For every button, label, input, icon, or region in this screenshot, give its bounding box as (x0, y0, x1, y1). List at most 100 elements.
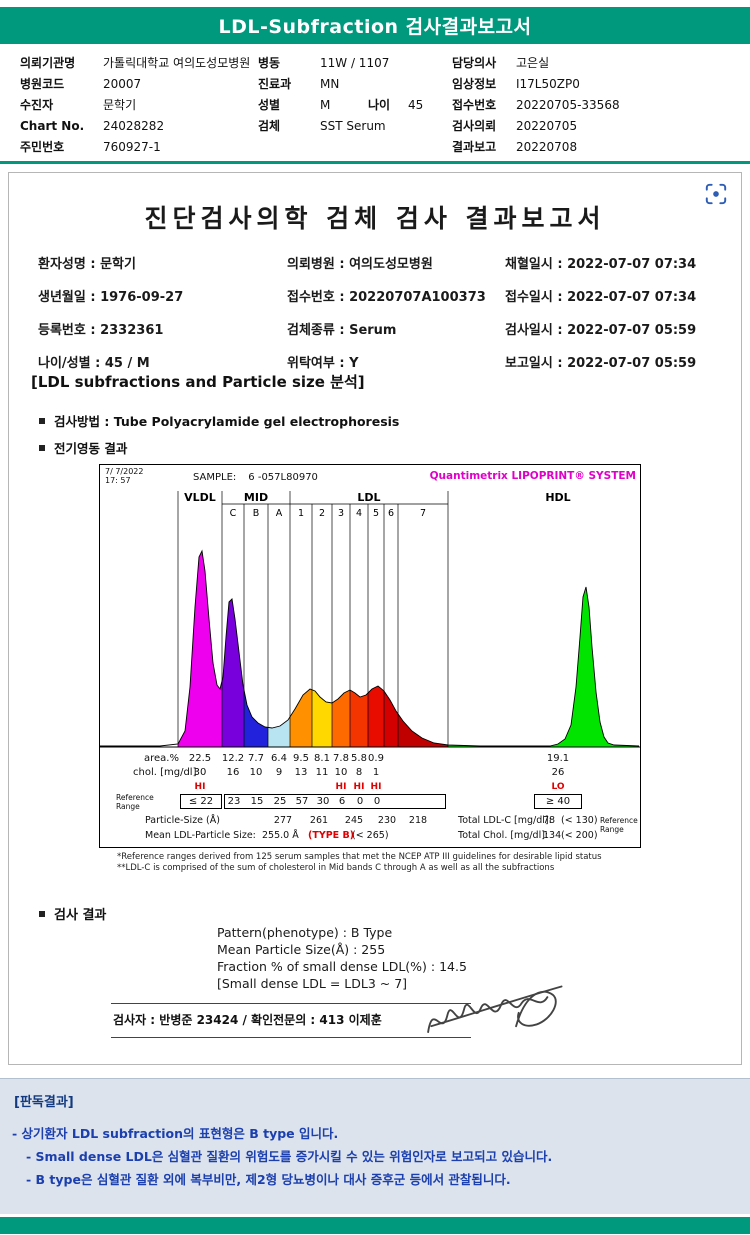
reference-value: 15 (250, 796, 264, 807)
interpretation-section: [판독결과] - 상기환자 LDL subfraction의 표현형은 B ty… (0, 1078, 750, 1214)
density-curve (100, 549, 640, 747)
interpretation-lines: - 상기환자 LDL subfraction의 표현형은 B type 입니다.… (0, 1123, 750, 1213)
band-fill-VLDL (178, 551, 222, 747)
info-field-value: 11W / 1107 (320, 56, 390, 70)
band-label: 3 (338, 508, 344, 519)
reference-value: 0 (356, 796, 364, 807)
info-field-label: 접수번호 (452, 98, 497, 112)
particle-size-value: 277 (273, 815, 293, 826)
chol-value: 13 (294, 767, 308, 778)
patient-field: 환자성명 : 문학기 (38, 257, 136, 272)
flag-HI: HI (194, 782, 206, 792)
bottom-bar (0, 1217, 750, 1234)
result-line: Mean Particle Size(Å) : 255 (217, 942, 386, 957)
reference-box-vldl: ≤ 22 (180, 794, 222, 809)
info-field-label: 검체 (258, 119, 281, 133)
band-fill-C (222, 599, 244, 747)
flag-HI: HI (353, 782, 365, 792)
total-ldl-label: Total LDL-C [mg/dl]: (458, 815, 552, 826)
chol-value: 16 (226, 767, 240, 778)
total-chol-value: 134 (543, 830, 562, 841)
band-group-label: HDL (545, 491, 570, 504)
bullet-square-icon (39, 444, 45, 451)
area-value: 19.1 (546, 753, 570, 764)
band-group-label: MID (244, 491, 268, 504)
header-divider (0, 161, 750, 164)
particle-size-value: 218 (408, 815, 428, 826)
patient-field: 검체종류 : Serum (287, 323, 397, 338)
reference-caption: Reference Range (600, 816, 638, 834)
area-value: 0.9 (368, 753, 384, 764)
area-value: 12.2 (221, 753, 245, 764)
mean-size-ref: (< 265) (352, 830, 389, 841)
report-document: 진단검사의학 검체 검사 결과보고서 환자성명 : 문학기 의뢰병원 : 여의도성… (8, 172, 742, 1065)
chol-value: 10 (334, 767, 348, 778)
band-label: 1 (298, 508, 304, 519)
info-field-value: 45 (408, 98, 424, 112)
band-fill-4 (350, 690, 368, 747)
info-field-value: 760927-1 (103, 140, 161, 154)
row-label-area: area.% (144, 753, 179, 764)
area-value: 7.8 (333, 753, 349, 764)
section-title: [LDL subfractions and Particle size 분석] (31, 373, 365, 391)
patient-field: 보고일시 : 2022-07-07 05:59 (505, 356, 697, 371)
scan-icon[interactable] (703, 181, 729, 207)
info-field-label: 담당의사 (452, 56, 497, 70)
reference-value: 30 (316, 796, 330, 807)
chol-value: 10 (249, 767, 263, 778)
reference-value: 6 (338, 796, 346, 807)
info-field-value: 문학기 (103, 98, 137, 112)
interpretation-line: - Small dense LDL은 심혈관 질환의 위험도를 증가시킬 수 있… (26, 1149, 553, 1164)
reference-box-mid-ldl: 23 15 25 57 30 6 0 0 (224, 794, 446, 809)
reference-value: 0 (373, 796, 381, 807)
document-title: 진단검사의학 검체 검사 결과보고서 (144, 204, 606, 233)
chol-value: 26 (551, 767, 565, 778)
info-field-label: 주민번호 (20, 140, 65, 154)
info-field-label: 수진자 (20, 98, 54, 112)
electrophoresis-curve: VLDL MID LDL HDL C B A 1 2 3 4 5 6 7 (100, 491, 640, 748)
total-chol-ref: (< 200) (561, 830, 598, 841)
info-field-value: 20220708 (516, 140, 578, 154)
info-field-label: 병동 (258, 56, 281, 70)
bullet-square-icon (39, 417, 45, 424)
area-value: 5.8 (351, 753, 367, 764)
band-fill-1 (290, 689, 312, 747)
sample-label: SAMPLE: (193, 472, 237, 483)
interpretation-heading: [판독결과] (14, 1095, 74, 1110)
info-field-label: Chart No. (20, 119, 85, 133)
band-fill-B (244, 690, 268, 747)
page-title: LDL-Subfraction 검사결과보고서 (218, 16, 532, 38)
interpretation-line: - 상기환자 LDL subfraction의 표현형은 B type 입니다. (12, 1126, 339, 1141)
row-label-chol: chol. [mg/dl] (133, 767, 197, 778)
particle-size-value: 245 (344, 815, 364, 826)
chart-datetime: 7/ 7/2022 17: 57 (105, 467, 143, 485)
band-fill-A (268, 716, 290, 747)
chol-value: 8 (355, 767, 363, 778)
reference-value: 57 (295, 796, 309, 807)
method-bullet: 검사방법 : Tube Polyacrylamide gel electroph… (39, 411, 399, 430)
scan-icon-glyph (705, 183, 727, 205)
footnote-line: *Reference ranges derived from 125 serum… (117, 852, 602, 862)
divider (111, 1003, 471, 1004)
info-field-label: 병원코드 (20, 77, 65, 91)
results-heading: 검사 결과 (39, 904, 106, 923)
method-text: 검사방법 : Tube Polyacrylamide gel electroph… (54, 414, 400, 429)
info-field-value: I17L50ZP0 (516, 77, 580, 91)
band-fill-5 (368, 686, 384, 747)
chart-footnotes: *Reference ranges derived from 125 serum… (117, 852, 602, 874)
patient-field: 생년월일 : 1976-09-27 (38, 290, 184, 305)
footnote-line: **LDL-C is comprised of the sum of chole… (117, 863, 555, 873)
info-field-label: 결과보고 (452, 140, 497, 154)
total-ldl-value: 78 (543, 815, 556, 826)
interpretation-line: - B type은 심혈관 질환 외에 복부비만, 제2형 당뇨병이나 대사 증… (26, 1172, 511, 1187)
info-field-value: 고은실 (516, 56, 550, 70)
flag-HI: HI (370, 782, 382, 792)
patient-field: 채혈일시 : 2022-07-07 07:34 (505, 257, 697, 272)
reference-value: 25 (273, 796, 287, 807)
band-fill-7 (398, 713, 448, 747)
results-block: Pattern(phenotype) : B Type Mean Particle… (217, 925, 617, 1005)
area-value: 22.5 (188, 753, 212, 764)
info-field-label: 나이 (368, 98, 391, 112)
band-fill-HDL (448, 587, 639, 747)
